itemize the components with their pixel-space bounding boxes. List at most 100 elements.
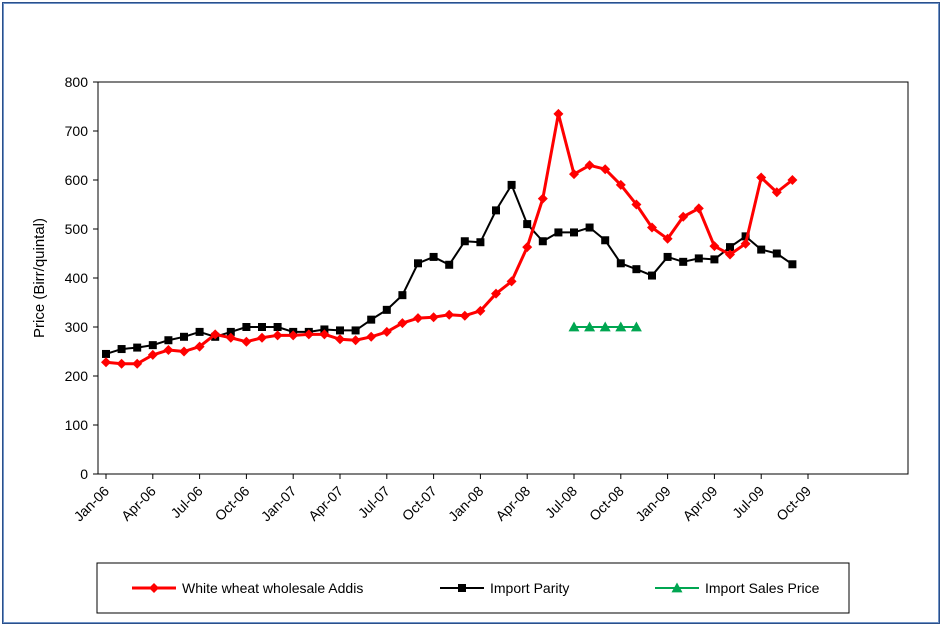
data-point xyxy=(740,238,751,249)
data-point xyxy=(429,252,438,261)
y-tick-label: 700 xyxy=(65,123,89,139)
data-point xyxy=(569,169,579,180)
x-tick-label: Jul-07 xyxy=(355,483,393,521)
data-point xyxy=(554,228,563,237)
data-point xyxy=(147,349,158,360)
data-point xyxy=(601,236,610,245)
data-point xyxy=(444,309,455,320)
data-point xyxy=(367,315,376,324)
data-point xyxy=(210,329,221,340)
x-tick-label: Jul-09 xyxy=(729,483,767,521)
data-point xyxy=(225,332,236,343)
x-tick-label: Jul-08 xyxy=(542,483,580,521)
x-tick-label: Apr-06 xyxy=(118,483,159,524)
series-layer xyxy=(101,108,798,369)
x-tick-label: Oct-08 xyxy=(586,483,627,524)
data-point xyxy=(600,164,611,175)
data-point xyxy=(101,357,111,368)
legend-marker xyxy=(458,584,466,592)
data-point xyxy=(414,259,422,268)
legend-marker xyxy=(671,582,683,593)
data-point xyxy=(133,343,142,352)
data-point xyxy=(523,220,532,229)
data-point xyxy=(179,346,189,357)
data-point xyxy=(319,329,330,340)
legend-marker xyxy=(149,583,159,593)
data-point xyxy=(632,265,641,274)
legend-label: White wheat wholesale Addis xyxy=(182,580,363,596)
data-point xyxy=(584,160,595,171)
data-point xyxy=(537,193,548,204)
data-point xyxy=(522,242,533,253)
y-tick-label: 100 xyxy=(65,417,89,433)
data-point xyxy=(413,313,423,324)
x-tick-label: Oct-06 xyxy=(211,483,252,524)
data-point xyxy=(741,232,750,241)
data-point xyxy=(709,241,720,252)
data-point xyxy=(226,327,235,336)
legend-item-3: Import Sales Price xyxy=(655,580,820,596)
data-point xyxy=(459,310,470,321)
data-point xyxy=(631,199,642,210)
y-tick-label: 0 xyxy=(80,466,88,482)
legend-label: Import Parity xyxy=(490,580,569,596)
data-point xyxy=(382,305,391,314)
series-2 xyxy=(102,180,797,358)
y-tick-label: 600 xyxy=(65,172,89,188)
y-tick-label: 800 xyxy=(65,74,89,90)
data-point xyxy=(710,255,719,264)
data-point xyxy=(772,249,781,258)
data-point xyxy=(726,243,734,252)
data-point xyxy=(258,323,266,331)
data-point xyxy=(615,321,627,332)
data-point xyxy=(694,254,703,263)
data-point xyxy=(599,321,611,332)
data-point xyxy=(491,288,501,299)
data-point xyxy=(460,237,469,246)
plot-area xyxy=(97,81,909,475)
data-point xyxy=(257,332,267,343)
data-point xyxy=(148,341,157,350)
data-point xyxy=(630,321,642,332)
data-point xyxy=(756,172,767,183)
data-point xyxy=(116,358,127,369)
legend-item-2: Import Parity xyxy=(440,580,569,596)
data-point xyxy=(335,334,345,345)
x-tick-label: Oct-07 xyxy=(399,483,440,524)
data-point xyxy=(164,336,173,345)
legend-label: Import Sales Price xyxy=(705,580,820,596)
data-point xyxy=(648,271,656,280)
data-point xyxy=(615,179,626,190)
x-tick-label: Jul-06 xyxy=(167,483,205,521)
data-point xyxy=(771,187,782,198)
data-point xyxy=(476,238,485,247)
x-tick-label: Jan-07 xyxy=(258,483,300,525)
y-tick-label: 500 xyxy=(65,221,89,237)
data-point xyxy=(350,335,361,346)
data-point xyxy=(570,228,578,237)
y-axis-title: Price (Birr/quintal) xyxy=(31,218,48,338)
x-tick-label: Oct-09 xyxy=(773,483,814,524)
data-point xyxy=(492,206,500,215)
data-point xyxy=(584,321,596,332)
x-tick-label: Apr-07 xyxy=(305,483,346,524)
data-point xyxy=(428,312,439,323)
data-point xyxy=(272,330,283,341)
data-point xyxy=(788,260,797,269)
data-point xyxy=(381,326,392,337)
data-point xyxy=(241,336,252,347)
data-point xyxy=(538,237,547,246)
data-point xyxy=(585,223,594,232)
data-point xyxy=(336,326,344,335)
data-point xyxy=(553,108,564,119)
data-point xyxy=(568,321,580,332)
data-point xyxy=(117,345,126,354)
x-tick-label: Jan-09 xyxy=(632,483,674,525)
data-point xyxy=(663,252,672,261)
data-point xyxy=(163,345,174,356)
data-point xyxy=(679,257,688,266)
y-tick-label: 300 xyxy=(65,319,89,335)
data-point xyxy=(273,323,282,331)
data-point xyxy=(445,260,454,269)
